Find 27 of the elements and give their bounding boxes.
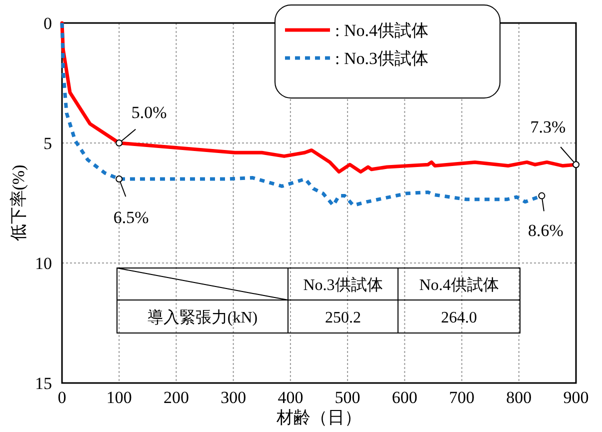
x-tick-label: 300 (220, 388, 246, 407)
x-tick-label: 400 (278, 388, 304, 407)
annotation: No.4供試体 (419, 276, 499, 294)
x-tick-label: 200 (163, 388, 189, 407)
y-tick-label: 5 (44, 134, 52, 153)
x-tick-label: 0 (58, 388, 66, 407)
x-tick-label: 100 (106, 388, 132, 407)
x-tick-label: 800 (506, 388, 532, 407)
y-tick-label: 15 (35, 374, 52, 393)
x-tick-label: 900 (563, 388, 589, 407)
annotation: No.3供試体 (303, 276, 383, 294)
legend-label: : No.4供試体 (335, 21, 428, 40)
annotation: 7.3% (530, 118, 566, 137)
annotation: 5.0% (131, 103, 167, 122)
y-axis-title: 低下率(%) (9, 164, 28, 242)
annotation: 導入緊張力(kN) (147, 308, 258, 326)
annotation: 6.5% (113, 208, 149, 227)
legend-label: : No.3供試体 (335, 49, 428, 68)
annotation: 264.0 (441, 310, 477, 326)
x-tick-label: 700 (449, 388, 475, 407)
x-tick-label: 500 (334, 388, 360, 407)
x-axis-title: 材齢（日） (276, 408, 362, 427)
y-tick-label: 0 (44, 14, 52, 33)
x-tick-label: 600 (392, 388, 418, 407)
annotation: 8.6% (528, 220, 564, 240)
y-tick-label: 10 (35, 254, 52, 273)
annotation: 250.2 (325, 310, 361, 326)
